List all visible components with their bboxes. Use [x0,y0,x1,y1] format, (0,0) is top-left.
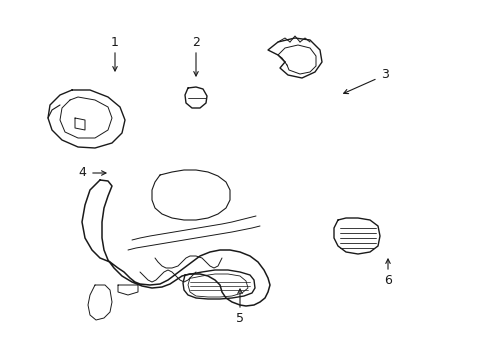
Text: 4: 4 [78,166,86,180]
Text: 6: 6 [383,274,391,287]
Text: 2: 2 [192,36,200,49]
Text: 5: 5 [236,311,244,324]
Text: 1: 1 [111,36,119,49]
Text: 3: 3 [380,68,388,81]
